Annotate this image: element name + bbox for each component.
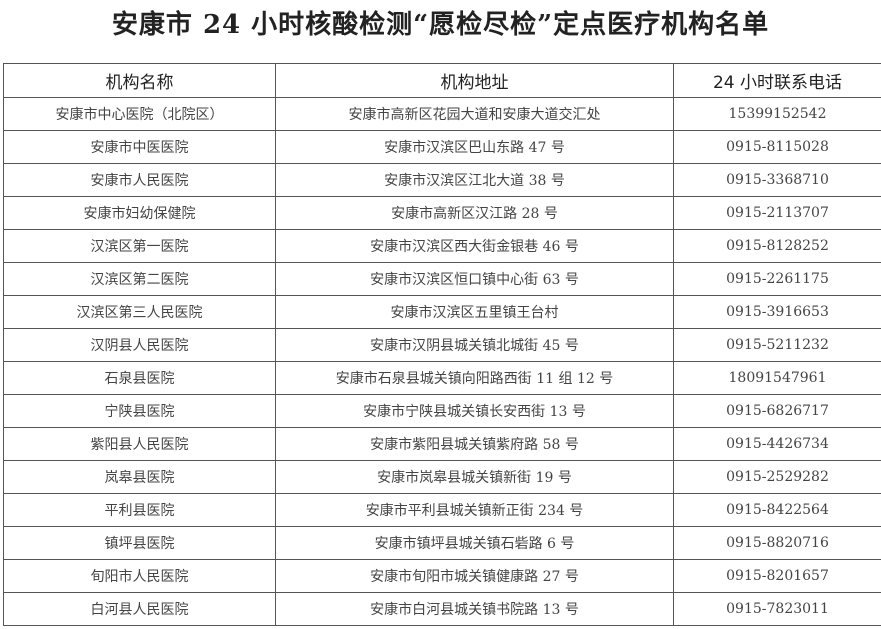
phone-cell: 18091547961 (673, 361, 881, 395)
table-row: 平利县医院 安康市平利县城关镇新正街 234 号 0915-8422564 (3, 493, 881, 527)
table-row: 汉滨区第一医院 安康市汉滨区西大街金银巷 46 号 0915-8128252 (3, 229, 881, 263)
institution-name-cell: 汉滨区第二医院 (3, 262, 276, 296)
institution-name-cell: 紫阳县人民医院 (3, 427, 276, 461)
table-row: 汉阴县人民医院 安康市汉阴县城关镇北城街 45 号 0915-5211232 (3, 328, 881, 362)
phone-cell: 0915-2113707 (673, 196, 881, 230)
institution-name-cell: 安康市中医医院 (3, 130, 276, 164)
phone-cell: 0915-2261175 (673, 262, 881, 296)
institution-name-cell: 宁陕县医院 (3, 394, 276, 428)
institution-name-cell: 安康市中心医院（北院区） (3, 97, 276, 131)
table-row: 岚皋县医院 安康市岚皋县城关镇新街 19 号 0915-2529282 (3, 460, 881, 494)
institution-name-cell: 汉阴县人民医院 (3, 328, 276, 362)
institution-name-cell: 石泉县医院 (3, 361, 276, 395)
institution-table: 机构名称 机构地址 24 小时联系电话 安康市中心医院（北院区） 安康市高新区花园… (3, 63, 881, 626)
phone-cell: 0915-4426734 (673, 427, 881, 461)
institution-name-cell: 汉滨区第三人民医院 (3, 295, 276, 329)
phone-cell: 0915-5211232 (673, 328, 881, 362)
table-row: 安康市人民医院 安康市汉滨区江北大道 38 号 0915-3368710 (3, 163, 881, 197)
table-row: 紫阳县人民医院 安康市紫阳县城关镇紫府路 58 号 0915-4426734 (3, 427, 881, 461)
phone-cell: 0915-8128252 (673, 229, 881, 263)
phone-cell: 15399152542 (673, 97, 881, 131)
institution-address-cell: 安康市汉滨区江北大道 38 号 (275, 163, 674, 197)
phone-cell: 0915-3916653 (673, 295, 881, 329)
table-row: 汉滨区第三人民医院 安康市汉滨区五里镇王台村 0915-3916653 (3, 295, 881, 329)
phone-cell: 0915-8115028 (673, 130, 881, 164)
phone-cell: 0915-8201657 (673, 559, 881, 593)
table-row: 白河县人民医院 安康市白河县城关镇书院路 13 号 0915-7823011 (3, 592, 881, 626)
table-row: 旬阳市人民医院 安康市旬阳市城关镇健康路 27 号 0915-8201657 (3, 559, 881, 593)
header-phone: 24 小时联系电话 (673, 63, 881, 98)
table-row: 镇坪县医院 安康市镇坪县城关镇石砦路 6 号 0915-8820716 (3, 526, 881, 560)
institution-address-cell: 安康市高新区汉江路 28 号 (275, 196, 674, 230)
institution-address-cell: 安康市镇坪县城关镇石砦路 6 号 (275, 526, 674, 560)
institution-address-cell: 安康市岚皋县城关镇新街 19 号 (275, 460, 674, 494)
institution-address-cell: 安康市紫阳县城关镇紫府路 58 号 (275, 427, 674, 461)
institution-name-cell: 汉滨区第一医院 (3, 229, 276, 263)
institution-name-cell: 安康市人民医院 (3, 163, 276, 197)
header-institution-address: 机构地址 (275, 63, 674, 98)
table-row: 石泉县医院 安康市石泉县城关镇向阳路西街 11 组 12 号 18091547961 (3, 361, 881, 395)
institution-address-cell: 安康市宁陕县城关镇长安西街 13 号 (275, 394, 674, 428)
institution-name-cell: 安康市妇幼保健院 (3, 196, 276, 230)
phone-cell: 0915-7823011 (673, 592, 881, 626)
table-body: 安康市中心医院（北院区） 安康市高新区花园大道和安康大道交汇处 1539915254… (3, 97, 881, 626)
institution-address-cell: 安康市汉滨区恒口镇中心街 63 号 (275, 262, 674, 296)
institution-address-cell: 安康市石泉县城关镇向阳路西街 11 组 12 号 (275, 361, 674, 395)
institution-address-cell: 安康市汉滨区西大街金银巷 46 号 (275, 229, 674, 263)
institution-address-cell: 安康市白河县城关镇书院路 13 号 (275, 592, 674, 626)
phone-cell: 0915-3368710 (673, 163, 881, 197)
institution-address-cell: 安康市汉阴县城关镇北城街 45 号 (275, 328, 674, 362)
table-row: 安康市中心医院（北院区） 安康市高新区花园大道和安康大道交汇处 1539915254… (3, 97, 881, 131)
table-row: 安康市妇幼保健院 安康市高新区汉江路 28 号 0915-2113707 (3, 196, 881, 230)
table-row: 宁陕县医院 安康市宁陕县城关镇长安西街 13 号 0915-6826717 (3, 394, 881, 428)
institution-name-cell: 镇坪县医院 (3, 526, 276, 560)
phone-cell: 0915-8422564 (673, 493, 881, 527)
institution-address-cell: 安康市平利县城关镇新正街 234 号 (275, 493, 674, 527)
institution-address-cell: 安康市汉滨区五里镇王台村 (275, 295, 674, 329)
document-title: 安康市 24 小时核酸检测“愿检尽检”定点医疗机构名单 (111, 10, 770, 40)
phone-cell: 0915-8820716 (673, 526, 881, 560)
table-row: 汉滨区第二医院 安康市汉滨区恒口镇中心街 63 号 0915-2261175 (3, 262, 881, 296)
phone-cell: 0915-6826717 (673, 394, 881, 428)
institution-address-cell: 安康市高新区花园大道和安康大道交汇处 (275, 97, 674, 131)
institution-address-cell: 安康市汉滨区巴山东路 47 号 (275, 130, 674, 164)
institution-address-cell: 安康市旬阳市城关镇健康路 27 号 (275, 559, 674, 593)
institution-name-cell: 平利县医院 (3, 493, 276, 527)
table-header-row: 机构名称 机构地址 24 小时联系电话 (3, 63, 881, 98)
table-row: 安康市中医医院 安康市汉滨区巴山东路 47 号 0915-8115028 (3, 130, 881, 164)
institution-name-cell: 白河县人民医院 (3, 592, 276, 626)
phone-cell: 0915-2529282 (673, 460, 881, 494)
institution-name-cell: 岚皋县医院 (3, 460, 276, 494)
header-institution-name: 机构名称 (3, 63, 276, 98)
institution-name-cell: 旬阳市人民医院 (3, 559, 276, 593)
